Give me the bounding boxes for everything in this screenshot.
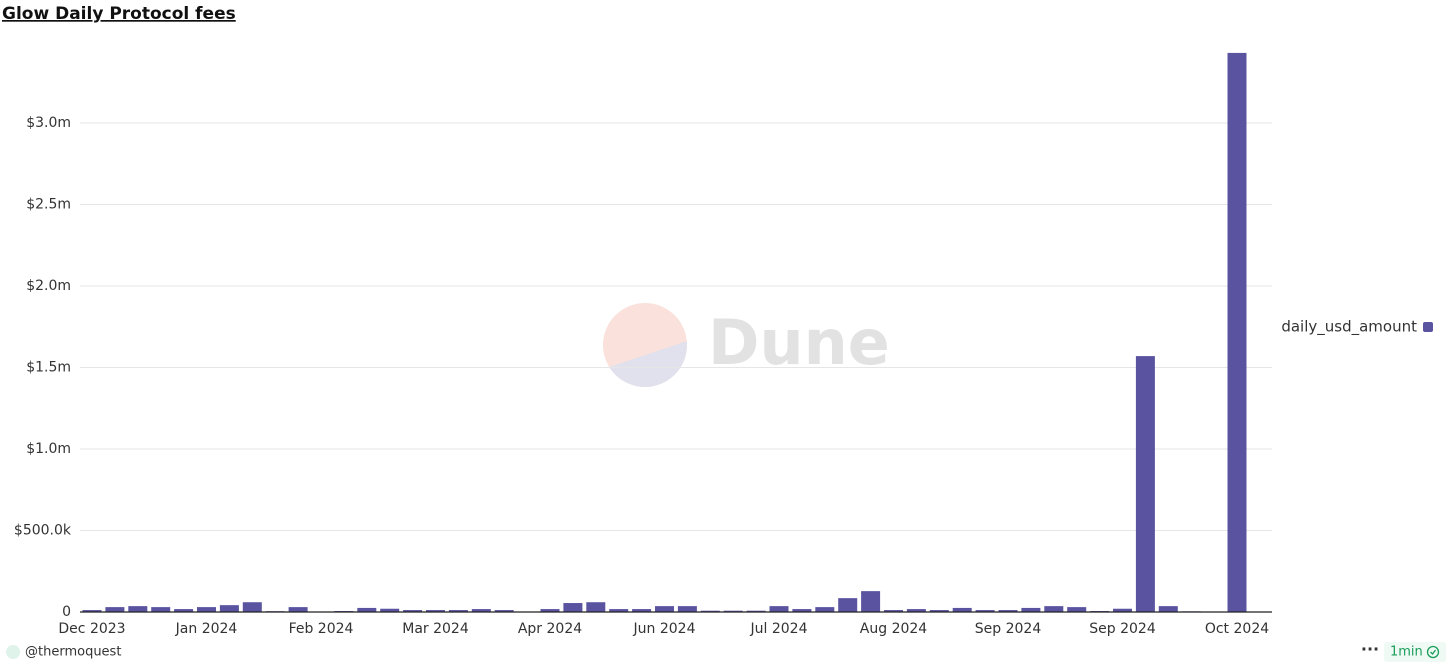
bar bbox=[677, 606, 697, 612]
bar bbox=[82, 610, 102, 612]
bar bbox=[426, 610, 445, 612]
x-tick-label: Mar 2024 bbox=[402, 621, 469, 637]
bar bbox=[1113, 608, 1132, 612]
bar bbox=[357, 607, 377, 612]
bar bbox=[609, 609, 629, 612]
refresh-time: 1min bbox=[1390, 645, 1423, 660]
y-tick-label: $500.0k bbox=[14, 523, 72, 539]
bar bbox=[792, 609, 812, 612]
bar bbox=[242, 602, 262, 612]
more-menu[interactable]: ··· bbox=[1361, 640, 1379, 659]
bar bbox=[197, 607, 216, 612]
x-tick-label: Sep 2024 bbox=[1089, 621, 1156, 637]
refresh-check bbox=[1430, 649, 1437, 655]
x-tick-label: Feb 2024 bbox=[289, 621, 354, 637]
bar bbox=[723, 610, 743, 612]
bar bbox=[884, 610, 903, 612]
bar bbox=[380, 608, 400, 612]
bar bbox=[563, 603, 583, 612]
bar bbox=[1227, 52, 1247, 613]
bar bbox=[494, 610, 514, 612]
author[interactable]: @thermoquest bbox=[25, 645, 121, 660]
bar bbox=[838, 598, 858, 612]
bar bbox=[471, 609, 491, 612]
bar bbox=[700, 610, 720, 612]
bar bbox=[1021, 607, 1041, 612]
bar bbox=[288, 607, 308, 612]
bar bbox=[769, 606, 789, 612]
x-tick-label: Jun 2024 bbox=[633, 621, 696, 637]
bar bbox=[1044, 606, 1064, 612]
bar bbox=[906, 609, 926, 612]
bar bbox=[655, 606, 674, 612]
bar bbox=[746, 610, 766, 612]
refresh-icon bbox=[1426, 645, 1440, 659]
bar bbox=[929, 610, 949, 612]
bar bbox=[174, 609, 194, 612]
bar bbox=[151, 607, 171, 612]
x-tick-label: Dec 2023 bbox=[58, 621, 125, 637]
y-tick-label: 0 bbox=[62, 604, 71, 620]
y-tick-label: $2.0m bbox=[26, 278, 71, 294]
bar bbox=[1135, 356, 1155, 612]
y-tick-label: $2.5m bbox=[26, 197, 71, 213]
x-tick-label: Jan 2024 bbox=[175, 621, 238, 637]
bar bbox=[219, 605, 239, 612]
chart-title[interactable]: Glow Daily Protocol fees bbox=[2, 4, 236, 24]
y-tick-label: $1.5m bbox=[26, 360, 71, 376]
watermark-logo-shade bbox=[603, 340, 687, 387]
bar bbox=[1158, 606, 1178, 612]
bar bbox=[586, 602, 606, 612]
bar bbox=[448, 610, 468, 612]
y-tick-label: $3.0m bbox=[26, 115, 71, 131]
bar bbox=[128, 606, 148, 612]
legend-label[interactable]: daily_usd_amount bbox=[1281, 318, 1417, 337]
bar bbox=[861, 591, 881, 612]
bar bbox=[105, 607, 125, 612]
x-tick-label: Sep 2024 bbox=[975, 621, 1042, 637]
watermark-text: Dune bbox=[708, 306, 890, 379]
x-tick-label: Jul 2024 bbox=[750, 621, 808, 637]
bar bbox=[815, 607, 835, 612]
x-tick-label: Apr 2024 bbox=[518, 621, 582, 637]
bar bbox=[998, 610, 1018, 612]
bar bbox=[403, 610, 423, 612]
x-tick-label: Aug 2024 bbox=[860, 621, 928, 637]
bar bbox=[540, 609, 560, 612]
y-tick-label: $1.0m bbox=[26, 441, 71, 457]
bar bbox=[952, 607, 972, 612]
x-tick-label: Oct 2024 bbox=[1205, 621, 1269, 637]
bar bbox=[975, 610, 995, 612]
bar bbox=[1067, 607, 1087, 612]
watermark: Dune bbox=[603, 303, 890, 387]
bar bbox=[632, 609, 652, 612]
author-avatar bbox=[6, 645, 20, 659]
legend-swatch bbox=[1423, 322, 1433, 332]
